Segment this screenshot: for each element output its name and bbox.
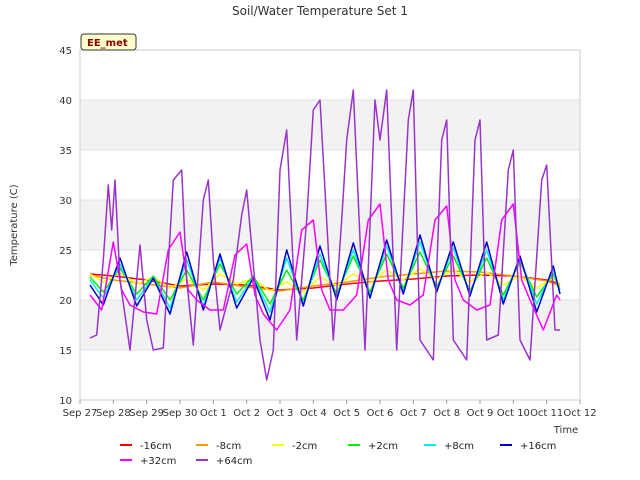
x-tick-label: Oct 4 bbox=[300, 408, 327, 419]
y-tick-label: 40 bbox=[59, 96, 72, 107]
y-tick-label: 30 bbox=[59, 196, 72, 207]
grid-band bbox=[80, 100, 580, 150]
x-tick-label: Oct 12 bbox=[563, 408, 596, 419]
y-tick-label: 15 bbox=[59, 346, 72, 357]
legend-label: +64cm bbox=[216, 456, 252, 467]
y-axis: 10 15 20 25 30 35 40 45 bbox=[59, 46, 72, 407]
x-tick-label: Sep 27 bbox=[63, 408, 98, 419]
x-axis-label: Time bbox=[553, 425, 578, 436]
y-axis-label: Temperature (C) bbox=[9, 184, 20, 266]
legend-label: +16cm bbox=[520, 441, 556, 452]
grid-band bbox=[80, 200, 580, 250]
x-tick-label: Sep 28 bbox=[96, 408, 131, 419]
grid-band bbox=[80, 300, 580, 350]
chart-title: Soil/Water Temperature Set 1 bbox=[232, 4, 408, 18]
legend: -16cm -8cm -2cm +2cm +8cm +16cm +32cm +64cm bbox=[120, 441, 556, 467]
plot-area-border bbox=[79, 49, 581, 401]
x-tick-label: Oct 1 bbox=[200, 408, 227, 419]
series-line-+64cm bbox=[89, 89, 560, 381]
legend-label: +8cm bbox=[444, 441, 474, 452]
legend-label: -2cm bbox=[292, 441, 317, 452]
y-tick-label: 25 bbox=[59, 246, 72, 257]
series-line-+32cm bbox=[89, 203, 561, 331]
x-tick-label: Oct 7 bbox=[400, 408, 427, 419]
series-line-+8cm bbox=[89, 241, 561, 313]
legend-label: -8cm bbox=[216, 441, 241, 452]
site-badge-box bbox=[80, 33, 137, 51]
x-tick-label: Oct 6 bbox=[367, 408, 394, 419]
x-tick-label: Oct 2 bbox=[233, 408, 260, 419]
x-tick-label: Oct 5 bbox=[333, 408, 360, 419]
site-label: EE_met bbox=[87, 38, 128, 49]
series-line-+16cm bbox=[89, 234, 561, 321]
y-tick-label: 45 bbox=[59, 46, 72, 57]
site-badge: EE_met bbox=[80, 33, 137, 51]
x-tick-label: Oct 8 bbox=[433, 408, 460, 419]
x-tick-label: Oct 11 bbox=[530, 408, 563, 419]
legend-label: +2cm bbox=[368, 441, 398, 452]
series-lines bbox=[89, 89, 561, 381]
y-tick-label: 10 bbox=[59, 396, 72, 407]
x-tick-label: Oct 10 bbox=[497, 408, 530, 419]
y-tick-label: 35 bbox=[59, 146, 72, 157]
x-tick-label: Oct 9 bbox=[467, 408, 494, 419]
x-tick-label: Sep 29 bbox=[129, 408, 164, 419]
y-tick-label: 20 bbox=[59, 296, 72, 307]
x-tick-label: Oct 3 bbox=[267, 408, 294, 419]
legend-label: +32cm bbox=[140, 456, 176, 467]
legend-label: -16cm bbox=[140, 441, 172, 452]
x-tick-label: Sep 30 bbox=[163, 408, 198, 419]
